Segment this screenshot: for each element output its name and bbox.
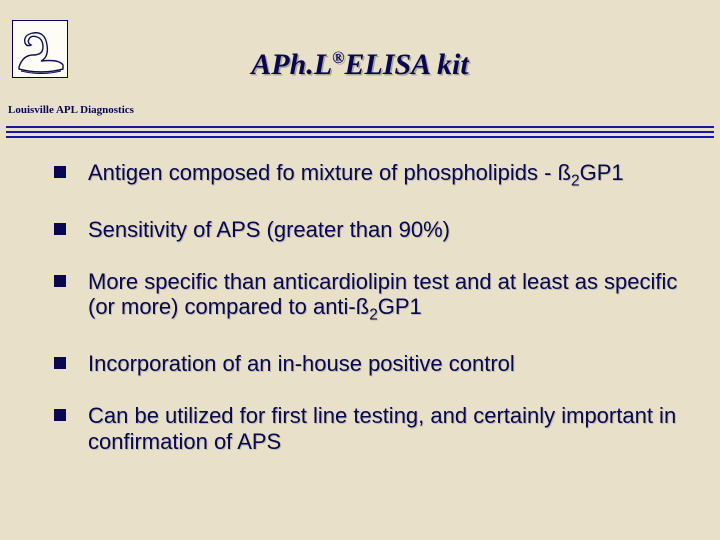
square-bullet-icon <box>54 166 66 178</box>
list-item: Incorporation of an in-house positive co… <box>54 351 690 377</box>
slide-title: APh.L®ELISA kit <box>0 48 720 82</box>
divider-line <box>6 131 714 133</box>
list-item-text: Incorporation of an in-house positive co… <box>88 351 515 377</box>
list-item: Antigen composed fo mixture of phospholi… <box>54 160 690 191</box>
divider-line <box>6 136 714 138</box>
list-item-text: Can be utilized for first line testing, … <box>88 403 690 455</box>
list-item: More specific than anticardiolipin test … <box>54 269 690 326</box>
square-bullet-icon <box>54 275 66 287</box>
square-bullet-icon <box>54 409 66 421</box>
list-item: Can be utilized for first line testing, … <box>54 403 690 455</box>
list-item-text: More specific than anticardiolipin test … <box>88 269 690 326</box>
list-item-text: Sensitivity of APS (greater than 90%) <box>88 217 450 243</box>
square-bullet-icon <box>54 223 66 235</box>
bullet-list: Antigen composed fo mixture of phospholi… <box>54 160 690 481</box>
list-item-text: Antigen composed fo mixture of phospholi… <box>88 160 624 191</box>
list-item: Sensitivity of APS (greater than 90%) <box>54 217 690 243</box>
brand-subtitle: Louisville APL Diagnostics <box>8 104 134 116</box>
square-bullet-icon <box>54 357 66 369</box>
divider-line <box>6 126 714 128</box>
slide-header: APh.L®ELISA kit <box>0 0 720 100</box>
